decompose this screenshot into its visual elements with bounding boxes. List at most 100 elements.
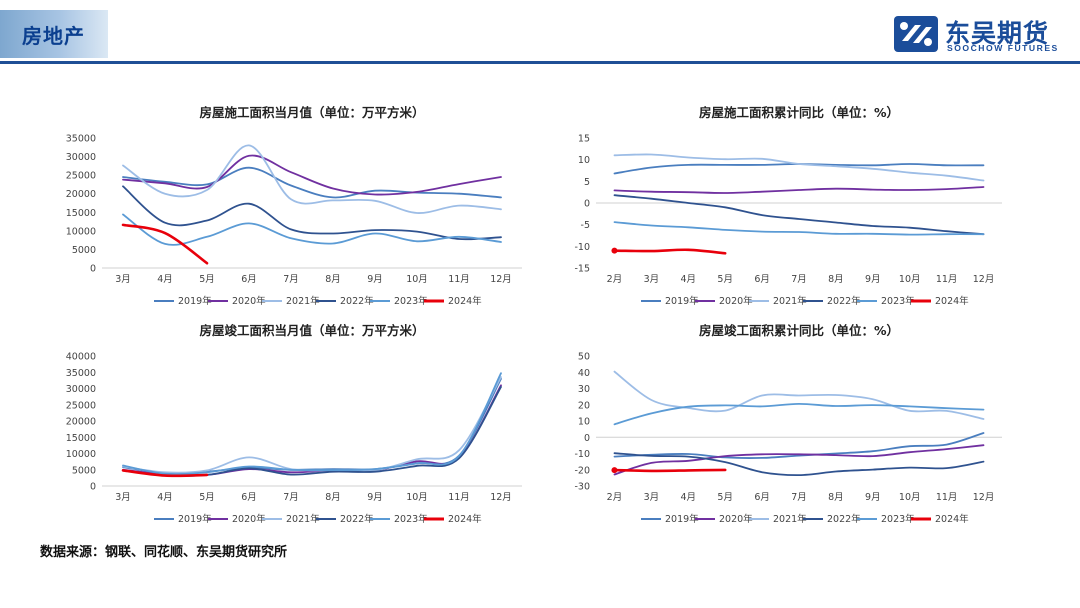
y-tick-label: 15 bbox=[578, 134, 590, 145]
legend-label: 2019年 bbox=[178, 513, 212, 525]
x-tick-label: 5月 bbox=[199, 274, 215, 285]
x-tick-label: 6月 bbox=[241, 274, 257, 285]
chart-completion-monthly: 房屋竣工面积当月值（单位：万平方米） 0 5000 10000 15000 20000 25… bbox=[40, 314, 550, 538]
x-tick-label: 3月 bbox=[115, 492, 131, 503]
legend-label: 2019年 bbox=[665, 295, 699, 307]
logo-english-name: SOOCHOW FUTURES bbox=[947, 43, 1059, 53]
y-tick-label: 10000 bbox=[66, 226, 96, 237]
x-tick-label: 10月 bbox=[899, 492, 921, 503]
legend-label: 2024年 bbox=[448, 295, 482, 307]
y-tick-label: 40 bbox=[578, 368, 590, 379]
y-tick-label: 20000 bbox=[66, 417, 96, 428]
legend-label: 2021年 bbox=[773, 295, 807, 307]
y-tick-label: 30 bbox=[578, 384, 590, 395]
series-line-2019年 bbox=[613, 432, 985, 459]
logo-mark-icon bbox=[894, 16, 938, 52]
y-tick-label: 0 bbox=[90, 482, 96, 493]
x-tick-label: 7月 bbox=[283, 274, 299, 285]
x-tick-label: 6月 bbox=[241, 492, 257, 503]
y-tick-label: 25000 bbox=[66, 171, 96, 182]
chart-svg: 房屋竣工面积当月值（单位：万平方米） 0 5000 10000 15000 20000 25… bbox=[66, 323, 522, 525]
logo-chinese-name: 东吴期货 bbox=[945, 19, 1050, 48]
series-line-2020年 bbox=[122, 154, 502, 196]
x-tick-label: 12月 bbox=[973, 274, 995, 285]
x-tick-label: 4月 bbox=[680, 492, 696, 503]
y-tick-label: 10 bbox=[578, 417, 590, 428]
y-tick-label: 5 bbox=[584, 177, 590, 188]
x-tick-label: 6月 bbox=[754, 274, 770, 285]
series-line-2023年 bbox=[613, 403, 985, 426]
x-tick-label: 10月 bbox=[406, 274, 428, 285]
x-tick-label: 9月 bbox=[865, 492, 881, 503]
x-tick-label: 5月 bbox=[717, 274, 733, 285]
section-title-box: 房地产 bbox=[0, 10, 108, 58]
y-tick-label: 50 bbox=[578, 352, 590, 363]
x-tick-label: 4月 bbox=[680, 274, 696, 285]
series-line-2020年 bbox=[122, 384, 502, 477]
x-tick-label: 8月 bbox=[325, 274, 341, 285]
y-tick-label: 0 bbox=[90, 264, 96, 275]
header-divider bbox=[0, 61, 1080, 64]
series-line-2023年 bbox=[122, 372, 502, 476]
series-line-2019年 bbox=[122, 166, 502, 199]
series-line-2022年 bbox=[613, 452, 985, 477]
legend-label: 2022年 bbox=[827, 513, 861, 525]
chart-construction-yoy: 房屋施工面积累计同比（单位：%） -15 -10 -5 0 5 10 15 2月 3月 4月 5月 6月… bbox=[540, 96, 1050, 318]
legend-label: 2024年 bbox=[448, 513, 482, 525]
legend-label: 2019年 bbox=[178, 295, 212, 307]
y-tick-label: 20 bbox=[578, 400, 590, 411]
chart-completion-yoy: 房屋竣工面积累计同比（单位：%） -30 -20 -10 0 10 20 30 40 50 2月 3月… bbox=[540, 314, 1050, 538]
y-tick-label: -20 bbox=[574, 465, 590, 476]
x-tick-label: 11月 bbox=[936, 274, 958, 285]
x-tick-label: 11月 bbox=[448, 492, 470, 503]
y-tick-label: 35000 bbox=[66, 134, 96, 145]
legend-label: 2024年 bbox=[935, 513, 969, 525]
x-tick-label: 11月 bbox=[448, 274, 470, 285]
y-tick-label: 15000 bbox=[66, 208, 96, 219]
series-line-2019年 bbox=[122, 377, 502, 475]
y-tick-label: 0 bbox=[584, 199, 590, 210]
y-tick-label: 10 bbox=[578, 155, 590, 166]
x-tick-label: 7月 bbox=[283, 492, 299, 503]
x-tick-label: 8月 bbox=[828, 274, 844, 285]
y-tick-label: 5000 bbox=[72, 245, 96, 256]
x-tick-label: 8月 bbox=[828, 492, 844, 503]
x-tick-label: 12月 bbox=[490, 492, 512, 503]
x-tick-label: 3月 bbox=[644, 492, 660, 503]
x-tick-label: 10月 bbox=[899, 274, 921, 285]
chart-title: 房屋竣工面积当月值（单位：万平方米） bbox=[199, 323, 424, 338]
legend-label: 2023年 bbox=[394, 295, 428, 307]
y-tick-label: 10000 bbox=[66, 449, 96, 460]
legend-label: 2024年 bbox=[935, 295, 969, 307]
series-line-2024年 bbox=[613, 248, 727, 255]
series-line-2022年 bbox=[122, 386, 502, 477]
y-tick-label: -10 bbox=[574, 449, 590, 460]
chart-title: 房屋施工面积当月值（单位：万平方米） bbox=[199, 105, 424, 120]
legend-label: 2022年 bbox=[340, 513, 374, 525]
legend-label: 2020年 bbox=[232, 513, 266, 525]
y-tick-label: 25000 bbox=[66, 400, 96, 411]
series-line-2019年 bbox=[613, 163, 985, 175]
x-tick-label: 11月 bbox=[936, 492, 958, 503]
legend-label: 2022年 bbox=[827, 295, 861, 307]
y-tick-label: 30000 bbox=[66, 384, 96, 395]
legend-label: 2021年 bbox=[773, 513, 807, 525]
y-tick-label: -10 bbox=[574, 242, 590, 253]
x-tick-label: 12月 bbox=[490, 274, 512, 285]
y-tick-label: -5 bbox=[581, 220, 590, 231]
x-tick-label: 8月 bbox=[325, 492, 341, 503]
series-line-2023年 bbox=[613, 221, 985, 236]
series-line-2022年 bbox=[122, 185, 502, 241]
x-tick-label: 2月 bbox=[607, 492, 623, 503]
legend-label: 2023年 bbox=[394, 513, 428, 525]
series-line-2020年 bbox=[613, 444, 985, 476]
company-logo: 东吴期货 SOOCHOW FUTURES bbox=[893, 12, 1073, 58]
legend-label: 2021年 bbox=[286, 295, 320, 307]
page-header: 房地产 东吴期货 SOOCHOW FUTURES bbox=[0, 0, 1080, 64]
data-source-note: 数据来源：钢联、同花顺、东吴期货研究所 bbox=[40, 545, 288, 560]
y-tick-label: -15 bbox=[574, 264, 590, 275]
x-tick-label: 4月 bbox=[157, 492, 173, 503]
chart-svg: 房屋施工面积累计同比（单位：%） -15 -10 -5 0 5 10 15 2月 3月 4月 5月 6月… bbox=[574, 105, 1002, 307]
series-line-2024年 bbox=[121, 469, 209, 478]
series-line-2021年 bbox=[613, 370, 985, 420]
